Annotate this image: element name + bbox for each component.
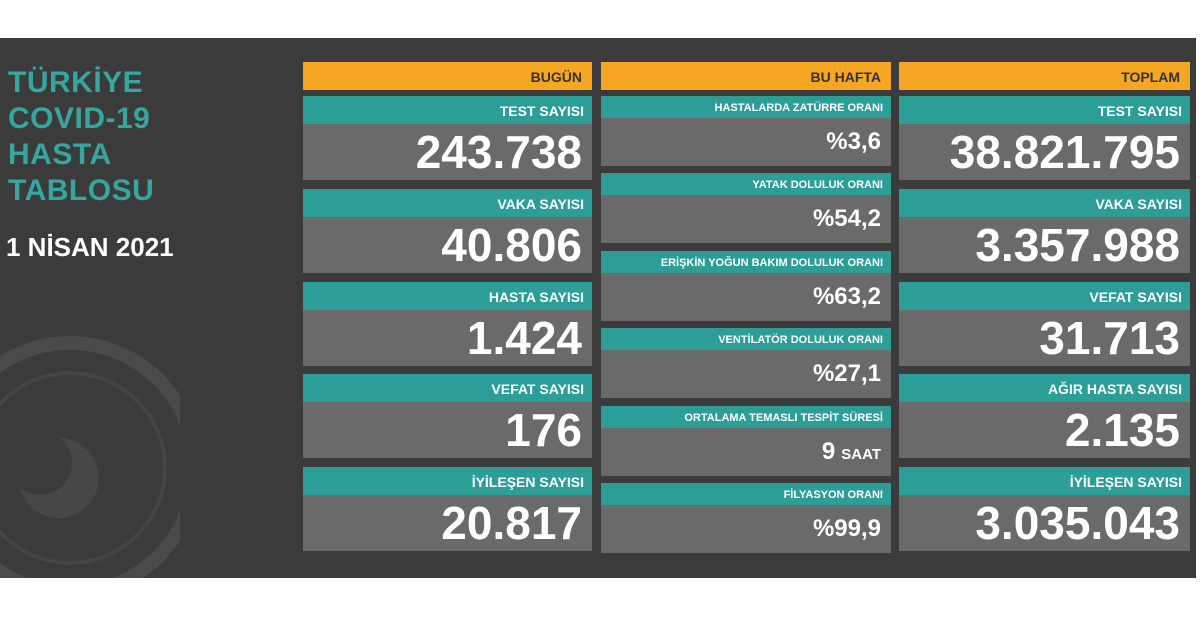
stat-value: %99,9: [812, 515, 881, 542]
stat-value: %54,2: [812, 205, 881, 233]
stat-value: 40.806: [441, 218, 582, 271]
stat-box: 3.357.988: [899, 216, 1190, 273]
stat-box: 1.424: [303, 309, 592, 366]
stat-label: TEST SAYISI: [899, 96, 1190, 124]
stat-label: İYİLEŞEN SAYISI: [899, 467, 1190, 496]
stat-value: 176: [505, 404, 582, 457]
stat-box: 40.806: [303, 216, 592, 273]
stat-box: 176: [303, 402, 592, 459]
stat-box: %99,9: [601, 505, 891, 553]
stat-value: %27,1: [812, 360, 881, 388]
stat-box: 20.817: [303, 495, 592, 552]
stat-value: 3.357.988: [975, 218, 1180, 271]
stat-label: VENTİLATÖR DOLULUK ORANI: [601, 328, 891, 351]
stat-label: AĞIR HASTA SAYISI: [899, 374, 1190, 403]
stat-label: FİLYASYON ORANI: [601, 483, 891, 505]
title-line: TABLOSU: [8, 174, 155, 207]
panel: 1 NİSAN 2021 TÜRKİYE COVID-19 HASTA TABLOSU…: [0, 38, 1196, 578]
stat-value: 243.738: [415, 126, 582, 178]
stat-value: %3,6: [826, 128, 881, 155]
column-heading: BUGÜN: [303, 62, 592, 90]
stat-label: HASTALARDA ZATÜRRE ORANI: [601, 96, 891, 118]
date: 1 NİSAN 2021: [6, 232, 174, 262]
stat-box: %63,2: [601, 272, 891, 321]
stat-box: %27,1: [601, 350, 891, 399]
stat-label: TEST SAYISI: [303, 96, 592, 124]
stat-value: %63,2: [812, 282, 881, 310]
stat-box: 3.035.043: [899, 495, 1190, 552]
stat-label: VEFAT SAYISI: [303, 374, 592, 403]
stat-box: 2.135: [899, 402, 1190, 459]
column-heading: TOPLAM: [899, 62, 1190, 90]
stat-value: 20.817: [441, 497, 582, 550]
stat-value: 38.821.795: [949, 126, 1180, 178]
column-heading: BU HAFTA: [601, 62, 891, 90]
title-line: TÜRKİYE: [8, 66, 144, 99]
stat-value: 9: [821, 437, 836, 465]
stat-box: %54,2: [601, 195, 891, 244]
stat-label: VAKA SAYISI: [899, 188, 1190, 217]
stat-box: 243.738: [303, 124, 592, 180]
stat-value: 1.424: [466, 311, 582, 364]
stat-box: %3,6: [601, 118, 891, 166]
stat-value: 2.135: [1064, 404, 1180, 457]
stat-box: 9 SAAT: [601, 427, 891, 476]
stat-box: 38.821.795: [899, 124, 1190, 180]
stat-box: 31.713: [899, 309, 1190, 366]
stat-unit: SAAT: [841, 445, 881, 463]
title-line: HASTA: [8, 138, 112, 171]
emblem: [0, 336, 180, 578]
stat-label: HASTA SAYISI: [303, 281, 592, 310]
stat-label: VEFAT SAYISI: [899, 281, 1190, 310]
stat-value: 3.035.043: [975, 497, 1180, 550]
stat-label: YATAK DOLULUK ORANI: [601, 173, 891, 196]
stat-label: VAKA SAYISI: [303, 188, 592, 217]
title-line: COVID-19: [8, 102, 151, 135]
stat-label: ORTALAMA TEMASLI TESPİT SÜRESİ: [601, 405, 891, 428]
stat-label: ERİŞKİN YOĞUN BAKIM DOLULUK ORANI: [601, 250, 891, 273]
stat-value: 31.713: [1039, 311, 1180, 364]
stat-label: İYİLEŞEN SAYISI: [303, 467, 592, 496]
